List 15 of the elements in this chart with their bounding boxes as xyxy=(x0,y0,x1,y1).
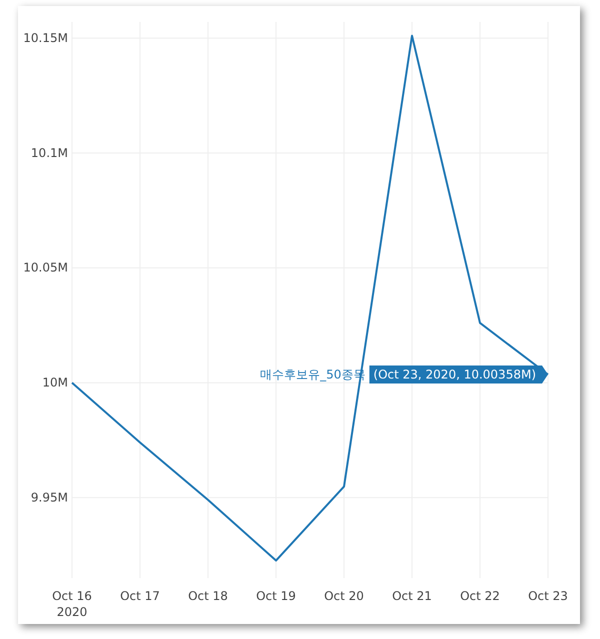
x-tick-label: Oct 17 xyxy=(120,589,160,603)
y-tick-label: 9.95M xyxy=(30,490,68,504)
y-tick-label: 10.05M xyxy=(23,260,68,275)
x-tick-label: Oct 22 xyxy=(460,589,500,603)
x-tick-label: Oct 21 xyxy=(392,589,432,603)
y-tick-label: 10.1M xyxy=(30,146,68,160)
x-tick-label: Oct 23 xyxy=(528,589,568,603)
x-tick-label: Oct 19 xyxy=(256,589,296,603)
x-tick-label: Oct 16 2020 xyxy=(52,589,92,619)
x-tick-label: Oct 18 xyxy=(188,589,228,603)
x-tick-label: Oct 20 xyxy=(324,589,364,603)
y-tick-label: 10M xyxy=(42,376,68,390)
line-series xyxy=(71,34,549,562)
annotation: (Oct 23, 2020, 10.00358M) xyxy=(373,367,536,382)
y-tick-label: 10.15M xyxy=(23,30,68,45)
